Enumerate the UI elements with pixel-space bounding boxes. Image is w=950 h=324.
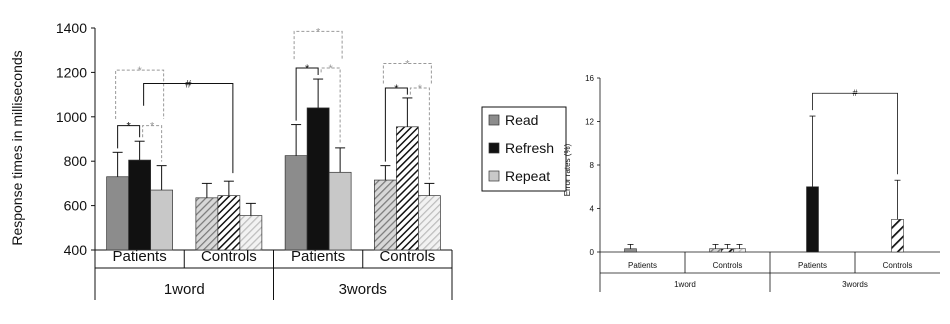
legend-label-repeat: Repeat [505, 168, 550, 184]
sig-bracket-read-repeat-3words-patients-label: * [316, 26, 321, 38]
sig-bracket-read-refresh-1word-label: * [126, 121, 131, 133]
right-bar-read-controls [709, 248, 722, 253]
right-group-label: 1word [674, 280, 696, 289]
legend: Read Refresh Repeat [481, 106, 567, 192]
bar-refresh-patients [306, 107, 330, 251]
bar-refresh-patients [128, 159, 151, 251]
sig-bracket-read-refresh-1word [117, 125, 141, 149]
right-category-label: Controls [713, 261, 743, 270]
legend-label-refresh: Refresh [505, 140, 554, 156]
legend-swatch-refresh [488, 142, 500, 154]
right-y-axis-label: Error rates (%) [563, 143, 572, 196]
bar-read-patients [106, 176, 129, 251]
sig-bracket-refresh-repeat-1word [142, 125, 163, 162]
sig-bracket-read-repeat-1word [115, 69, 165, 120]
legend-label-read: Read [505, 112, 538, 128]
right-y-tick-label: 16 [585, 74, 594, 83]
right-y-tick-label: 8 [590, 161, 595, 170]
right-bar-repeat-controls [733, 248, 746, 253]
left-y-tick-label: 1200 [56, 64, 87, 80]
right-y-tick-label: 12 [585, 118, 594, 127]
right-bar-refresh-controls [721, 248, 734, 253]
right-y-tick-label: 4 [590, 205, 595, 214]
right-category-label: Patients [798, 261, 827, 270]
left-category-label: Controls [201, 248, 257, 265]
sig-bracket-hash-1word [143, 83, 234, 174]
bar-repeat-patients [328, 171, 352, 251]
bar-repeat-controls [239, 215, 263, 251]
left-group-label: 3words [339, 281, 387, 298]
left-y-tick-label: 1400 [56, 20, 87, 36]
sig-bracket-read-repeat-3words-controls [382, 63, 432, 84]
left-y-tick-label: 600 [64, 198, 88, 214]
right-category-label: Patients [628, 261, 657, 270]
right-sig-bracket-hash [812, 92, 898, 175]
right-category-label: Controls [883, 261, 913, 270]
left-category-label: Patients [113, 248, 167, 265]
sig-bracket-read-repeat-1word-label: * [137, 65, 142, 77]
legend-swatch-read [488, 114, 500, 126]
sig-bracket-refresh-repeat-3words-controls [409, 87, 430, 180]
right-bar-refresh-patients [806, 186, 819, 253]
sig-bracket-read-refresh-3words-patients-label: * [305, 63, 310, 75]
bar-read-controls [374, 179, 397, 251]
sig-bracket-refresh-repeat-3words-patients-label: * [328, 63, 333, 75]
sig-bracket-read-refresh-3words-patients [295, 67, 319, 121]
legend-swatch-repeat [488, 170, 500, 182]
bar-read-controls [195, 197, 219, 251]
sig-bracket-read-repeat-3words-patients [293, 30, 343, 60]
right-group-label: 3words [842, 280, 868, 289]
bar-refresh-controls [217, 195, 241, 251]
right-sig-bracket-hash-label: # [852, 88, 857, 98]
right-bar-refresh-controls [891, 219, 904, 253]
left-category-label: Controls [379, 248, 435, 265]
right-y-tick-label: 0 [590, 248, 595, 257]
sig-bracket-read-refresh-3words-controls-label: * [394, 83, 399, 95]
bar-repeat-patients [150, 189, 173, 251]
left-y-tick-label: 1000 [56, 109, 87, 125]
bar-repeat-controls [418, 195, 441, 251]
sig-bracket-read-refresh-3words-controls [384, 87, 408, 162]
left-chart: 400 600 800 1000 1200 1400 Patients Controls Pat… [56, 20, 453, 300]
left-y-axis-label: Response times in milliseconds [9, 50, 25, 245]
left-group-label: 1word [164, 281, 205, 298]
bar-refresh-controls [396, 126, 419, 251]
right-bar-read-patients [624, 248, 637, 253]
sig-bracket-read-repeat-3words-controls-label: * [405, 59, 410, 71]
sig-bracket-refresh-repeat-1word-label: * [150, 121, 155, 133]
sig-bracket-refresh-repeat-3words-controls-label: * [418, 83, 423, 95]
sig-bracket-refresh-repeat-3words-patients [320, 67, 341, 144]
left-y-tick-label: 400 [64, 242, 88, 258]
left-category-label: Patients [291, 248, 345, 265]
right-chart: 0 4 8 12 16 Patients Controls Patients Controls 1… [585, 74, 940, 292]
bar-read-patients [284, 155, 308, 251]
sig-bracket-hash-1word-label: # [185, 79, 192, 91]
left-y-tick-label: 800 [64, 153, 88, 169]
